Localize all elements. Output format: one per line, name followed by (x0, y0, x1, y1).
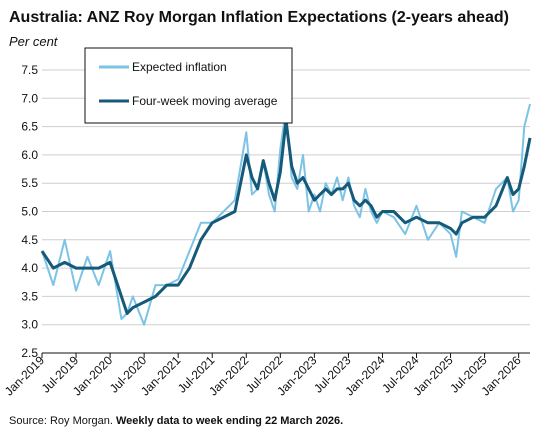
y-axis-label: Per cent (9, 34, 59, 49)
y-tick-label: 6.5 (21, 120, 38, 134)
y-tick-label: 7.0 (21, 91, 38, 105)
source-data-note: Weekly data to week ending 22 March 2026… (116, 415, 343, 427)
series-line-1 (40, 119, 532, 315)
legend-label-expected-inflation: Expected inflation (132, 60, 227, 74)
y-tick-label: 7.5 (21, 63, 38, 77)
y-tick-label: 2.5 (21, 346, 38, 360)
y-tick-label: 5.0 (21, 205, 38, 219)
legend: Expected inflation Four-week moving aver… (84, 47, 293, 124)
chart-title: Australia: ANZ Roy Morgan Inflation Expe… (9, 9, 509, 26)
source-text: Source: Roy Morgan. (9, 415, 116, 427)
y-axis: 2.5 3.0 3.5 4.0 4.5 5.0 5.5 6.0 6.5 7.0 7.5 (21, 63, 38, 360)
y-tick-label: 4.0 (21, 261, 38, 275)
series-line-0 (41, 103, 531, 326)
y-tick-label: 4.5 (21, 233, 38, 247)
legend-label-moving-average: Four-week moving average (132, 94, 278, 108)
legend-box (84, 47, 293, 124)
source-note: Source: Roy Morgan. Weekly data to week … (9, 415, 343, 427)
series-lines (40, 103, 532, 326)
y-tick-label: 3.0 (21, 318, 38, 332)
y-tick-label: 6.0 (21, 148, 38, 162)
y-tick-label: 5.5 (21, 176, 38, 190)
x-axis: Jan-2019Jul-2019Jan-2020Jul-2020Jan-2021… (2, 353, 524, 399)
y-tick-label: 3.5 (21, 289, 38, 303)
